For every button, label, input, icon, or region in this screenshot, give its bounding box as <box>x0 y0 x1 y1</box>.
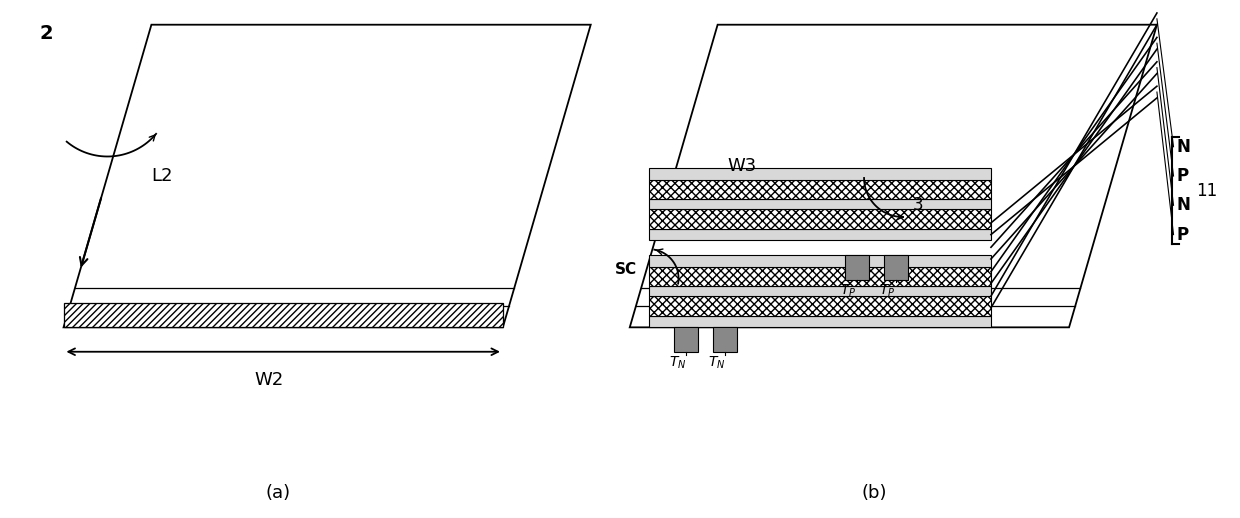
Text: L2: L2 <box>151 167 172 185</box>
Polygon shape <box>650 267 991 286</box>
Text: N: N <box>1177 138 1190 156</box>
Polygon shape <box>650 209 991 229</box>
Text: 11: 11 <box>1195 182 1218 199</box>
Text: P: P <box>1177 226 1189 243</box>
Polygon shape <box>63 303 503 327</box>
Polygon shape <box>673 327 698 352</box>
Text: P: P <box>1177 167 1189 185</box>
Polygon shape <box>844 255 869 280</box>
Text: (a): (a) <box>265 484 291 502</box>
Text: W3: W3 <box>728 157 756 175</box>
Polygon shape <box>884 255 908 280</box>
Polygon shape <box>650 199 991 209</box>
Text: (b): (b) <box>861 484 887 502</box>
Polygon shape <box>63 25 590 327</box>
Text: 2: 2 <box>40 24 53 44</box>
Text: $T_N$: $T_N$ <box>668 354 686 371</box>
Polygon shape <box>650 229 991 240</box>
Polygon shape <box>650 168 991 180</box>
Polygon shape <box>650 296 991 315</box>
Polygon shape <box>630 25 1157 327</box>
Text: 3: 3 <box>913 196 924 214</box>
Polygon shape <box>650 255 991 267</box>
Polygon shape <box>713 327 737 352</box>
Text: SC: SC <box>615 262 637 277</box>
Polygon shape <box>650 180 991 199</box>
Text: $T_N$: $T_N$ <box>708 354 725 371</box>
Text: $T_P$: $T_P$ <box>879 282 895 298</box>
Polygon shape <box>650 315 991 327</box>
Polygon shape <box>650 286 991 296</box>
Text: W2: W2 <box>254 371 283 389</box>
Text: $T_P$: $T_P$ <box>839 282 856 298</box>
Text: N: N <box>1177 196 1190 214</box>
